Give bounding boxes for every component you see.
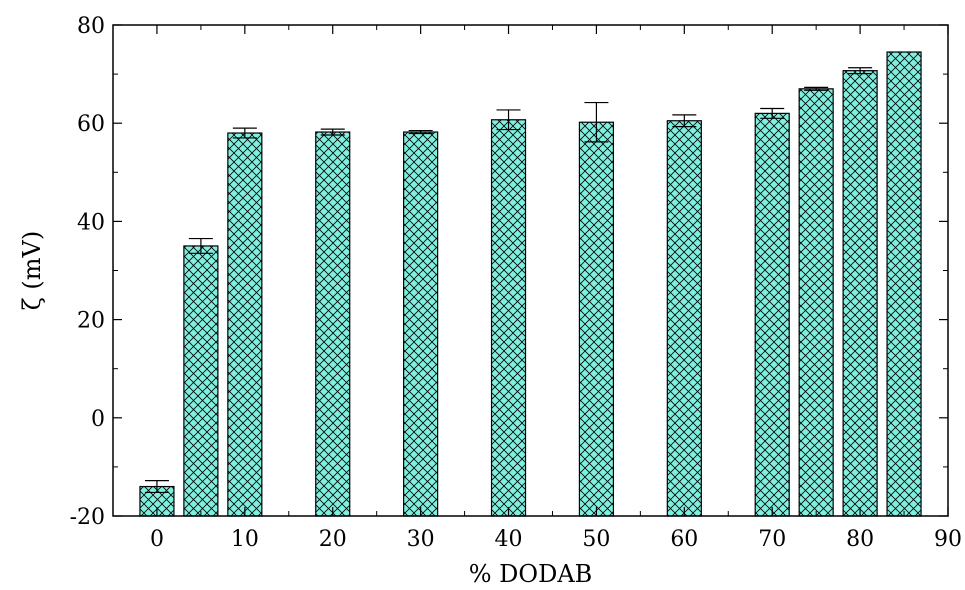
y-tick-labels: -20 0 20 40 60 80: [70, 14, 105, 530]
x-tick-label-50: 50: [582, 527, 610, 552]
y-tick-label-0: 0: [91, 407, 105, 432]
error-bars-group: [144, 67, 873, 494]
bar-80: [842, 70, 878, 517]
y-axis-label: ζ (mV): [18, 231, 46, 310]
x-tick-label-70: 70: [758, 527, 786, 552]
bar-75: [798, 88, 834, 517]
x-tick-label-0: 0: [150, 527, 164, 552]
x-tick-label-40: 40: [495, 527, 523, 552]
y-tick-label--20: -20: [70, 505, 105, 530]
bar-5: [183, 245, 219, 517]
bar-50: [578, 121, 615, 517]
x-tick-label-90: 90: [934, 527, 962, 552]
bar-85: [886, 51, 922, 517]
y-tick-label-80: 80: [77, 14, 105, 39]
x-tick-labels: 0 10 20 30 40 50 60 70 80 90: [150, 527, 962, 552]
axis-ticks: [113, 24, 949, 517]
bars-group: [139, 51, 922, 517]
y-tick-label-40: 40: [77, 210, 105, 235]
bar-60: [666, 120, 702, 517]
x-tick-label-80: 80: [846, 527, 874, 552]
y-tick-label-60: 60: [77, 112, 105, 137]
y-tick-label-20: 20: [77, 309, 105, 334]
bar-40: [490, 119, 527, 517]
bar-70: [754, 112, 790, 517]
x-tick-label-60: 60: [670, 527, 698, 552]
x-tick-label-10: 10: [231, 527, 259, 552]
bar-30: [403, 131, 439, 517]
x-axis-label: % DODAB: [469, 560, 593, 588]
bar-20: [315, 131, 351, 517]
x-tick-label-30: 30: [407, 527, 435, 552]
x-tick-label-20: 20: [319, 527, 347, 552]
bar-10: [227, 132, 263, 517]
